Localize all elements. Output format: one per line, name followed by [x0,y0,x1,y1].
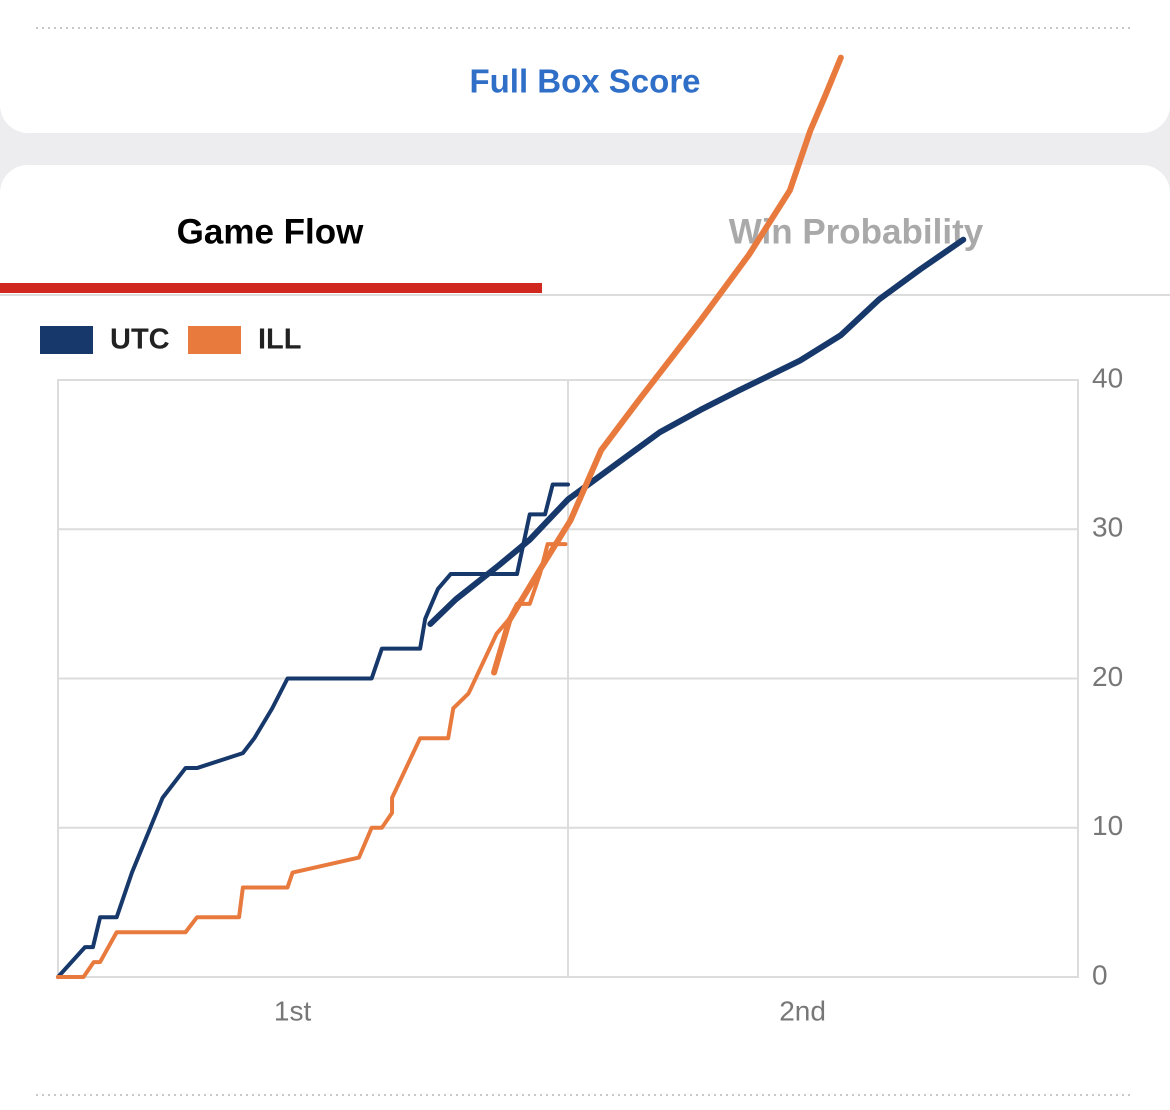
x-tick-label: 2nd [779,995,826,1026]
y-tick-label: 10 [1092,810,1123,841]
series-line [56,542,568,979]
tab[interactable]: Game Flow [177,212,364,251]
y-tick-label: 30 [1092,512,1123,543]
legend-label: UTC [110,324,170,356]
y-tick-label: 20 [1092,661,1123,692]
series-line [491,54,844,676]
y-tick-label: 40 [1092,362,1123,393]
legend-swatch [188,326,241,354]
x-tick-label: 1st [274,995,312,1026]
box-score-link[interactable]: Full Box Score [469,63,700,100]
game-flow-card [0,165,1170,1110]
series-line [427,236,967,628]
series-line [56,482,570,979]
box-score-card [0,0,1170,133]
y-tick-label: 0 [1092,959,1108,990]
tab-indicator [0,283,542,293]
legend-swatch [40,326,93,354]
legend-label: ILL [258,324,302,356]
